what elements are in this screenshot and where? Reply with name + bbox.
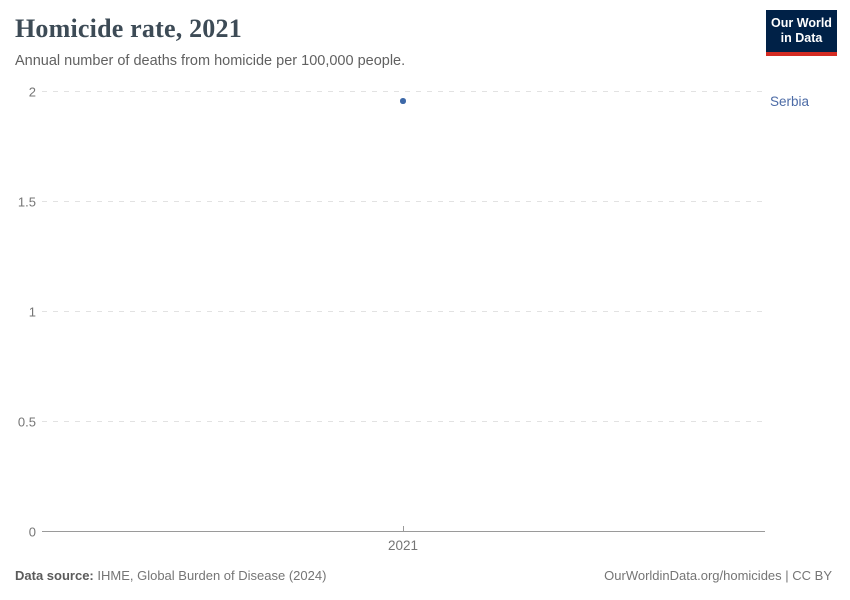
gridline-2 (42, 91, 765, 92)
owid-url-license-link[interactable]: OurWorldinData.org/homicides | CC BY (604, 568, 832, 583)
owid-logo-line1: Our World (771, 16, 832, 30)
owid-logo-line2: in Data (780, 31, 823, 45)
gridline-1 (42, 311, 765, 312)
entity-label-serbia[interactable]: Serbia (770, 94, 810, 109)
x-axis-tick-2021 (403, 526, 404, 531)
x-tick-label-2021: 2021 (387, 538, 419, 553)
chart-footer: Data source: IHME, Global Burden of Dise… (15, 568, 832, 583)
page-title: Homicide rate, 2021 (15, 14, 242, 43)
data-source-label: Data source: (15, 568, 94, 583)
gridline-1-5 (42, 201, 765, 202)
gridline-0-5 (42, 421, 765, 422)
data-source-text: IHME, Global Burden of Disease (2024) (93, 568, 327, 583)
y-tick-label-0: 0 (28, 524, 36, 540)
owid-logo[interactable]: Our World in Data (766, 10, 837, 56)
y-tick-label-1: 1 (28, 304, 36, 320)
x-axis-line (42, 531, 765, 532)
data-point-serbia-2021[interactable] (400, 98, 406, 104)
y-tick-label-0-5: 0.5 (17, 414, 36, 430)
y-tick-label-1-5: 1.5 (17, 194, 36, 210)
data-source-line: Data source: IHME, Global Burden of Dise… (15, 568, 326, 583)
chart-subtitle: Annual number of deaths from homicide pe… (15, 53, 406, 69)
y-tick-label-2: 2 (28, 84, 36, 100)
